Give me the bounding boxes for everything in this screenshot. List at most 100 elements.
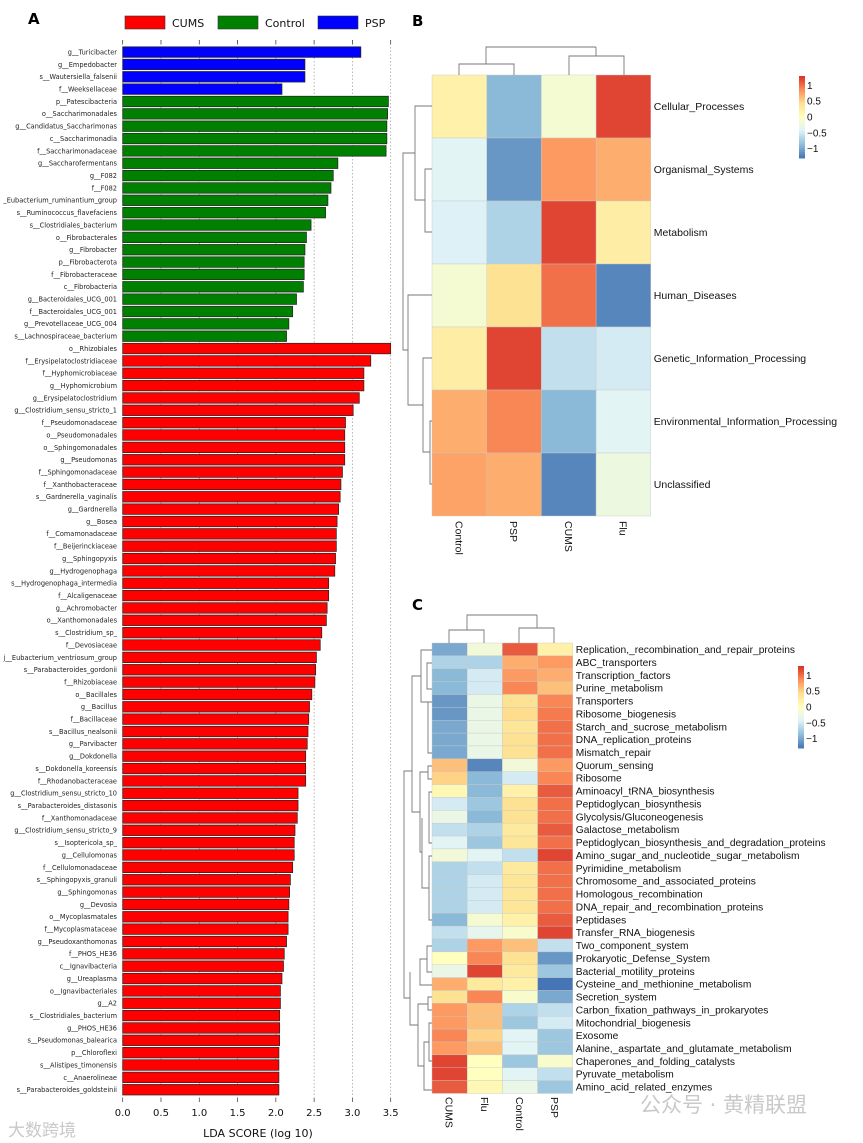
bar-label: g__Candidatus_Saccharimonas — [15, 123, 117, 131]
bar-label: g__Clostridium_sensu_stricto_10 — [10, 790, 117, 798]
heatmap-cell — [502, 1028, 538, 1043]
colorbar-segment — [798, 737, 804, 741]
bar-label: s__Isoptericola_sp_ — [54, 839, 117, 847]
bar-control — [122, 231, 307, 243]
bar-cums — [122, 404, 354, 416]
heatmap-cell — [467, 784, 503, 798]
bar-label: s__Pseudomonas_balearica — [27, 1037, 117, 1045]
bar-cums — [122, 379, 365, 392]
heatmap-cell — [502, 1016, 538, 1030]
bar-label: o__Pseudomonadales — [46, 431, 117, 439]
bar-label: s__Clostridiales_bacterium — [30, 1012, 117, 1020]
panel-label-b: B — [412, 12, 423, 30]
bar-control — [122, 330, 287, 342]
bar-cums — [122, 713, 310, 725]
colorbar-segment — [798, 745, 804, 749]
column-label: Control — [513, 1097, 525, 1131]
heatmap-cell — [502, 745, 538, 760]
colorbar-segment — [799, 76, 805, 79]
bar-cums — [122, 627, 323, 639]
heatmap-cell — [431, 861, 468, 875]
heatmap-cell — [537, 964, 573, 978]
heatmap-cell — [467, 1016, 503, 1030]
bar-label: g__PHOS_HE36 — [67, 1024, 117, 1032]
colorbar-segment — [799, 143, 805, 147]
bar-control — [122, 194, 329, 206]
heatmap-cell — [467, 1041, 503, 1056]
heatmap-cell — [537, 758, 573, 772]
heatmap-cell — [467, 771, 503, 785]
bar-label: g__Turicibacter — [68, 48, 117, 56]
row-label: Amino_sugar_and_nucleotide_sugar_metabol… — [576, 851, 800, 862]
heatmap-cell — [431, 681, 468, 695]
bar-label: g__A2 — [98, 1000, 118, 1008]
colorbar-segment — [799, 137, 805, 141]
row-label: Human_Diseases — [654, 290, 737, 302]
colorbar-segment — [798, 676, 804, 679]
heatmap-cell — [502, 1067, 538, 1081]
column-label: CUMS — [562, 521, 574, 552]
colorbar-segment — [798, 696, 804, 700]
colorbar-tick-label: −0.5 — [807, 128, 827, 139]
bar-label: s__Alistipes_timonensis — [40, 1061, 118, 1069]
heatmap-cell — [431, 887, 468, 901]
heatmap-cell — [467, 861, 503, 875]
colorbar-segment — [799, 147, 805, 151]
bar-control — [122, 182, 332, 194]
heatmap-cell — [431, 797, 468, 811]
bar-cums — [122, 1047, 280, 1059]
heatmap-cell — [537, 681, 573, 695]
colorbar-segment — [798, 684, 804, 687]
heatmap-cell — [537, 887, 573, 901]
heatmap-cell — [431, 822, 468, 837]
x-tick-label: 2.0 — [268, 1108, 284, 1119]
heatmap-cell — [502, 848, 538, 862]
heatmap-cell — [467, 732, 503, 747]
panel-label-a: A — [28, 10, 40, 28]
colorbar-segment — [798, 707, 804, 710]
bar-psp — [122, 58, 306, 71]
heatmap-cell — [502, 925, 538, 940]
row-label: Ribosome — [576, 774, 622, 785]
colorbar-segment — [798, 731, 804, 735]
bar-label: g__Saccharofermentans — [38, 160, 118, 168]
heatmap-cell — [467, 1028, 503, 1043]
colorbar-segment — [798, 704, 804, 708]
legend-label-control: Control — [265, 17, 305, 30]
heatmap-cell — [486, 137, 542, 202]
bar-label: s__Gardnerella_vaginalis — [36, 493, 118, 501]
bar-label: j__Eubacterium_ventriosum_group — [3, 654, 118, 662]
colorbar-segment — [799, 110, 805, 114]
colorbar-segment — [799, 153, 805, 157]
heatmap-cell — [502, 938, 538, 953]
bar-control — [122, 145, 387, 157]
watermark-left: 大数跨境 — [8, 1121, 76, 1141]
heatmap-cell — [467, 977, 503, 991]
heatmap-cell — [467, 900, 503, 914]
bar-label: o__Xanthomonadales — [47, 617, 118, 625]
heatmap-cell — [431, 758, 468, 772]
heatmap-cell — [431, 694, 468, 708]
bar-cums — [122, 651, 317, 663]
colorbar-segment — [799, 129, 805, 132]
bar-cums — [122, 676, 316, 688]
column-label: CUMS — [443, 1097, 455, 1128]
row-label: Aminoacyl_tRNA_biosynthesis — [576, 787, 715, 798]
bar-control — [122, 108, 388, 120]
bar-label: f__Alcaligenaceae — [58, 592, 117, 600]
bar-cums — [122, 1022, 281, 1034]
colorbar-segment — [799, 139, 805, 143]
colorbar-segment — [799, 108, 805, 112]
colorbar-segment — [798, 672, 804, 675]
heatmap-cell — [537, 1054, 573, 1068]
bar-control — [122, 268, 305, 281]
heatmap-cell — [486, 200, 542, 265]
colorbar-segment — [799, 155, 805, 159]
bar-cums — [122, 1084, 280, 1096]
legend-a: CUMS Control PSP — [124, 15, 386, 30]
colorbar-segment — [799, 133, 805, 136]
bar-cums — [122, 738, 308, 750]
colorbar-segment — [798, 670, 804, 673]
bar-label: p__Chloroflexi — [71, 1049, 117, 1057]
bar-label: g__Fibrobacter — [69, 246, 117, 254]
